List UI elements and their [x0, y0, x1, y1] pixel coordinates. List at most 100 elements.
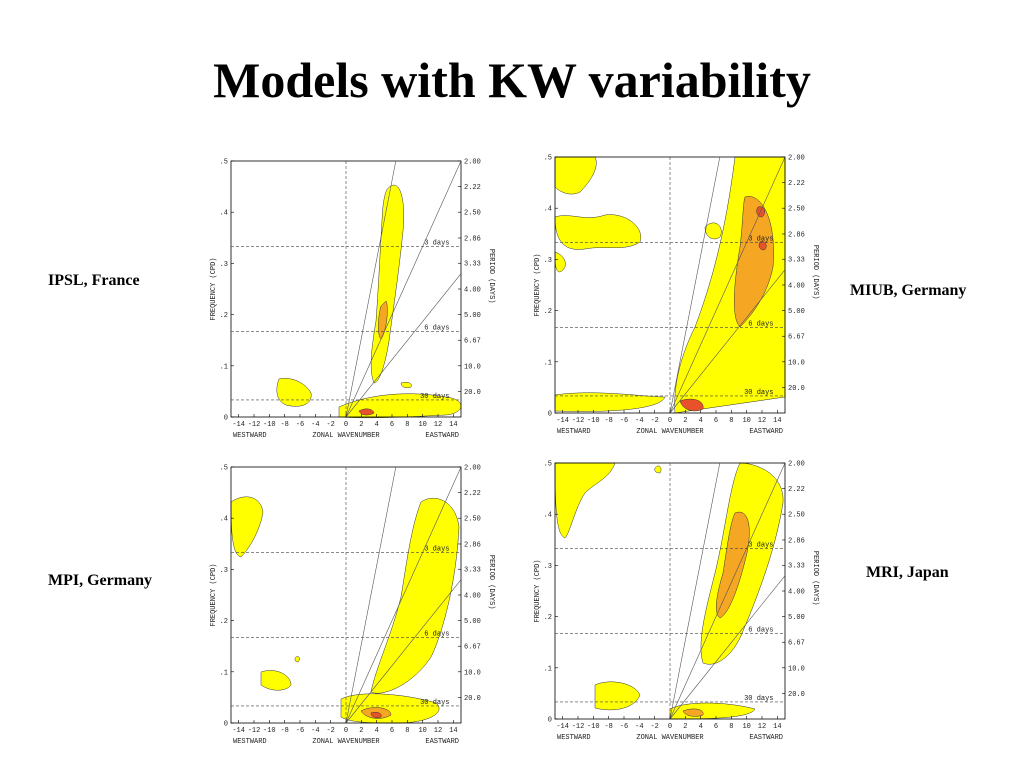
period-axis-label: PERIOD (DAYS) — [487, 555, 495, 610]
x-tick-label: 12 — [434, 727, 442, 735]
x-tick-label: 14 — [449, 727, 457, 735]
y-tick-label: .2 — [220, 312, 228, 320]
x-axis-label: ZONAL WAVENUMBER — [636, 734, 704, 742]
period-tick-label: 5.00 — [464, 312, 481, 320]
x-tick-label: -6 — [296, 421, 304, 429]
westward-label: WESTWARD — [557, 734, 591, 742]
y-tick-label: .3 — [544, 257, 552, 265]
x-tick-label: 6 — [390, 421, 394, 429]
period-reference-label: 30 days — [744, 695, 773, 703]
y-tick-label: 0 — [224, 721, 228, 729]
period-tick-label: 2.22 — [788, 180, 805, 188]
period-tick-label: 6.67 — [464, 338, 481, 346]
period-tick-label: 2.00 — [464, 159, 481, 167]
label-miub: MIUB, Germany — [850, 282, 967, 299]
x-axis-label: ZONAL WAVENUMBER — [636, 428, 704, 436]
x-tick-label: 2 — [683, 723, 687, 731]
y-tick-label: .1 — [220, 363, 228, 371]
x-tick-label: -14 — [232, 421, 245, 429]
y-tick-label: .4 — [544, 512, 552, 520]
x-tick-label: 12 — [434, 421, 442, 429]
x-axis-label: ZONAL WAVENUMBER — [312, 738, 380, 746]
x-tick-label: 4 — [699, 723, 703, 731]
period-tick-label: 3.33 — [788, 563, 805, 571]
spectrum-chart-miub: 3 days 6 days 30 days -14 -12 -10 -8 -6 -4 -2 0 2 4 6… — [534, 155, 819, 437]
x-tick-label: 8 — [405, 421, 409, 429]
period-tick-label: 6.67 — [788, 640, 805, 648]
y-axis-label: FREQUENCY (CPD) — [534, 253, 542, 316]
period-tick-label: 2.86 — [464, 235, 481, 243]
eastward-label: EASTWARD — [425, 432, 459, 440]
x-tick-label: -10 — [587, 723, 600, 731]
label-ipsl: IPSL, France — [48, 272, 140, 289]
period-tick-label: 5.00 — [788, 308, 805, 316]
spectrum-chart-ipsl: 3 days 6 days 30 days -14 -12 -10 -8 -6 -4 -2 0 2 4 6… — [210, 159, 495, 441]
x-tick-label: 8 — [405, 727, 409, 735]
y-tick-label: .1 — [544, 359, 552, 367]
spectral-power-fill — [230, 496, 460, 724]
x-tick-label: -8 — [280, 421, 288, 429]
westward-label: WESTWARD — [233, 738, 267, 746]
x-tick-label: 8 — [729, 417, 733, 425]
dispersion-curve — [345, 273, 462, 418]
x-tick-label: -8 — [604, 417, 612, 425]
spectrum-panel-mpi: 3 days 6 days 30 days -14 -12 -10 -8 -6 -4 -2 0 2 4 6… — [206, 456, 506, 747]
y-tick-label: .3 — [544, 563, 552, 571]
y-tick-label: .5 — [220, 465, 228, 473]
x-tick-label: 0 — [668, 723, 672, 731]
x-tick-label: -4 — [635, 723, 643, 731]
dispersion-curve — [669, 156, 721, 414]
x-tick-label: -2 — [650, 723, 658, 731]
x-tick-label: 2 — [359, 727, 363, 735]
x-tick-label: -12 — [572, 723, 585, 731]
period-tick-label: 10.0 — [464, 363, 481, 371]
y-tick-label: .4 — [544, 206, 552, 214]
period-tick-label: 20.0 — [788, 385, 805, 393]
period-tick-label: 2.00 — [464, 465, 481, 473]
period-tick-label: 5.00 — [464, 618, 481, 626]
period-tick-label: 3.33 — [464, 261, 481, 269]
period-tick-label: 2.00 — [788, 155, 805, 163]
x-tick-label: 4 — [699, 417, 703, 425]
x-tick-label: -2 — [650, 417, 658, 425]
dispersion-curve — [345, 160, 397, 418]
x-tick-label: 14 — [773, 723, 781, 731]
x-tick-label: -2 — [326, 421, 334, 429]
period-reference-label: 3 days — [748, 235, 773, 243]
period-tick-label: 10.0 — [788, 665, 805, 673]
y-tick-label: .3 — [220, 567, 228, 575]
period-tick-label: 3.33 — [464, 567, 481, 575]
period-reference-label: 30 days — [420, 699, 449, 707]
westward-label: WESTWARD — [233, 432, 267, 440]
x-tick-label: 0 — [344, 421, 348, 429]
x-tick-label: 14 — [449, 421, 457, 429]
y-tick-label: .2 — [544, 308, 552, 316]
x-tick-label: 6 — [714, 417, 718, 425]
period-tick-label: 2.50 — [464, 210, 481, 218]
period-tick-label: 2.22 — [464, 490, 481, 498]
x-tick-label: 10 — [742, 417, 750, 425]
x-tick-label: -14 — [232, 727, 245, 735]
label-mpi: MPI, Germany — [48, 572, 152, 589]
x-tick-label: -6 — [296, 727, 304, 735]
y-tick-label: .1 — [544, 665, 552, 673]
period-axis-label: PERIOD (DAYS) — [811, 245, 819, 300]
period-reference-label: 6 days — [748, 627, 773, 635]
x-tick-label: 6 — [714, 723, 718, 731]
period-tick-label: 4.00 — [788, 283, 805, 291]
x-tick-label: 4 — [375, 421, 379, 429]
x-tick-label: -6 — [620, 723, 628, 731]
dispersion-curve — [669, 462, 721, 720]
x-axis-label: ZONAL WAVENUMBER — [312, 432, 380, 440]
dispersion-curve — [345, 466, 462, 724]
period-tick-label: 6.67 — [464, 644, 481, 652]
period-reference-label: 6 days — [424, 325, 449, 333]
period-tick-label: 2.86 — [788, 537, 805, 545]
period-tick-label: 20.0 — [464, 389, 481, 397]
period-tick-label: 5.00 — [788, 614, 805, 622]
dispersion-curve — [669, 269, 786, 414]
dispersion-curve — [669, 462, 786, 720]
x-tick-label: 8 — [729, 723, 733, 731]
x-tick-label: 10 — [418, 421, 426, 429]
spectrum-panel-mri: 3 days 6 days 30 days -14 -12 -10 -8 -6 -4 -2 0 2 4 6… — [530, 452, 830, 743]
